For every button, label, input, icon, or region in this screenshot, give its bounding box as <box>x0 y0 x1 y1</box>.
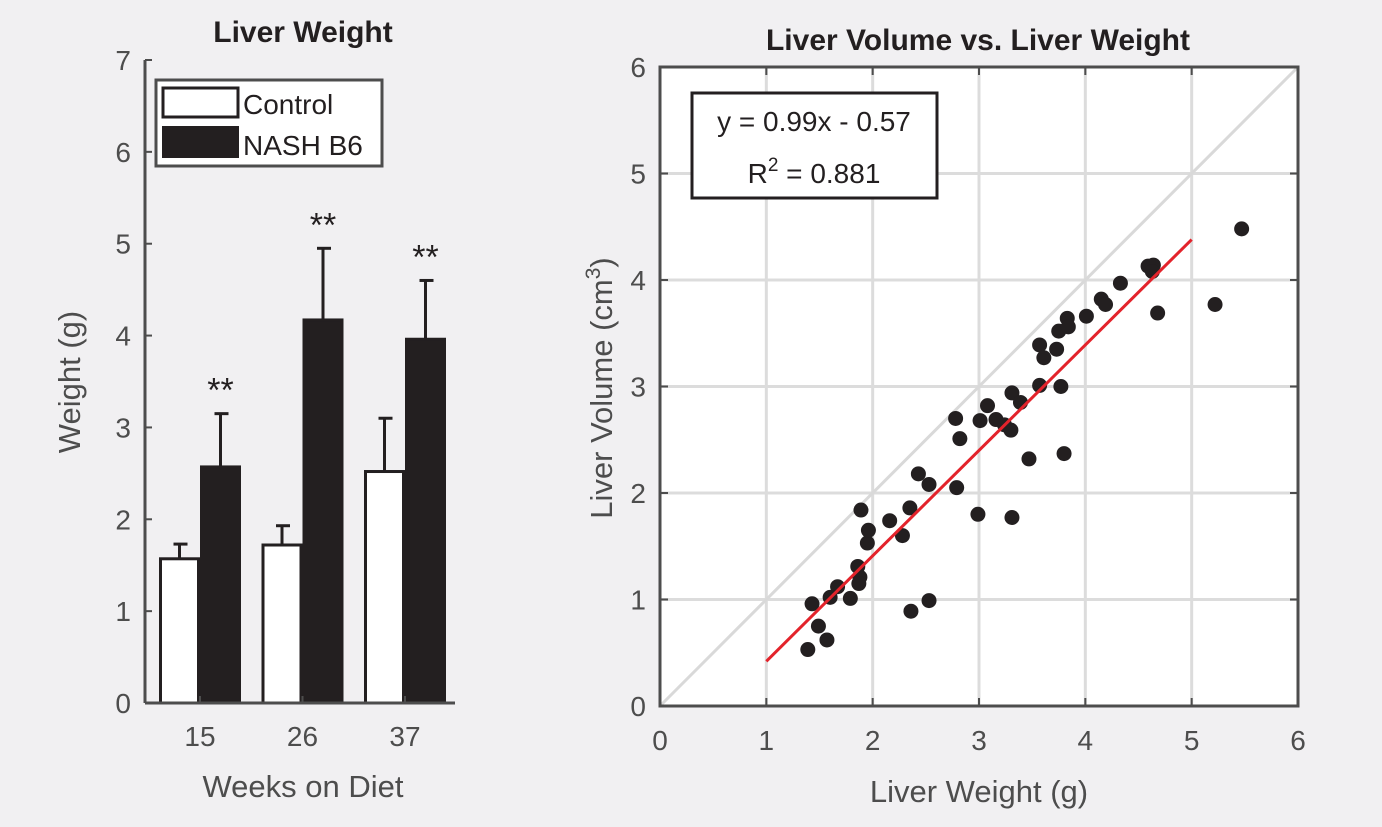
data-point <box>860 522 876 538</box>
data-point <box>830 579 846 595</box>
data-point <box>1053 379 1069 394</box>
r-squared: R2 = 0.881 <box>748 155 881 189</box>
y-tick-label: 4 <box>630 265 646 296</box>
data-point <box>1060 319 1076 335</box>
y-tick-label: 1 <box>630 585 646 616</box>
bar-legend: Control NASH B6 <box>154 78 384 168</box>
y-tick-label: 7 <box>115 45 131 76</box>
fit-equation: y = 0.99x - 0.57 <box>717 106 911 137</box>
bar-chart-title: Liver Weight <box>213 16 392 49</box>
bar-chart-xlabel: Weeks on Diet <box>202 769 403 804</box>
y-tick-label: 0 <box>630 691 646 722</box>
x-tick-label: 6 <box>1290 725 1306 756</box>
significance-marker: ** <box>310 206 336 244</box>
bar-chart-ylabel: Weight (g) <box>52 311 87 453</box>
bar-control <box>261 543 303 705</box>
data-point <box>1049 341 1065 357</box>
data-point <box>1004 385 1020 401</box>
data-point <box>1112 275 1128 291</box>
bar-nash-b6 <box>405 337 446 705</box>
x-tick-label: 2 <box>865 725 881 756</box>
legend-label-nash: NASH B6 <box>243 130 363 161</box>
y-tick-label: 1 <box>115 596 131 627</box>
data-point <box>1056 446 1072 462</box>
data-point <box>1207 296 1223 312</box>
data-point <box>859 535 875 551</box>
y-tick-label: 3 <box>630 372 646 403</box>
y-tick-label: 0 <box>115 688 131 719</box>
bar-nash-b6 <box>200 465 241 705</box>
data-point <box>949 480 965 496</box>
y-tick-label: 5 <box>630 159 646 190</box>
bar-control <box>159 557 200 705</box>
x-tick-label: 3 <box>971 725 987 756</box>
data-point <box>980 398 996 414</box>
x-tick-label: 37 <box>389 721 420 752</box>
y-tick-label: 5 <box>115 229 131 260</box>
data-point <box>910 466 926 482</box>
data-point <box>952 431 968 447</box>
x-tick-label: 5 <box>1184 725 1200 756</box>
scatter-xlabel: Liver Weight (g) <box>870 774 1088 809</box>
data-point <box>800 642 816 658</box>
data-point <box>1150 305 1166 321</box>
x-tick-label: 26 <box>287 721 318 752</box>
data-point <box>1032 377 1048 393</box>
data-point <box>1036 350 1052 366</box>
data-point <box>853 502 869 518</box>
legend-label-control: Control <box>243 89 333 120</box>
regression-line <box>765 238 1193 663</box>
data-point <box>851 576 867 592</box>
scatter-ylabel: Liver Volume (cm3) <box>582 257 619 518</box>
y-tick-label: 2 <box>630 478 646 509</box>
data-point <box>970 506 986 522</box>
y-tick-label: 4 <box>115 321 131 352</box>
significance-marker: ** <box>412 238 438 276</box>
x-tick-label: 4 <box>1078 725 1094 756</box>
scatter-title: Liver Volume vs. Liver Weight <box>766 24 1190 57</box>
data-point <box>903 603 919 619</box>
bar-chart-plot: ** 15 ** 26 ** 37 0 1 2 3 4 5 6 7 <box>115 45 455 752</box>
data-point <box>810 618 826 634</box>
legend-swatch-control <box>161 86 240 119</box>
x-tick-label: 1 <box>759 725 775 756</box>
y-tick-label: 2 <box>115 504 131 535</box>
y-tick-label: 3 <box>115 412 131 443</box>
bar-control <box>364 470 405 705</box>
legend-swatch-nash <box>162 126 239 158</box>
data-point <box>921 593 937 609</box>
identity-line <box>658 65 1300 708</box>
data-point <box>842 590 858 606</box>
data-point <box>1003 422 1019 438</box>
data-point <box>819 632 835 648</box>
y-tick-label: 6 <box>630 52 646 83</box>
data-point <box>1032 337 1048 353</box>
data-point <box>948 410 964 426</box>
data-point <box>1098 296 1114 312</box>
data-point <box>1021 451 1037 467</box>
data-point <box>921 476 937 492</box>
data-point <box>902 500 918 516</box>
x-tick-label: 15 <box>184 721 215 752</box>
x-tick-label: 0 <box>652 725 668 756</box>
significance-marker: ** <box>207 372 233 410</box>
equation-box: y = 0.99x - 0.57 R2 = 0.881 <box>690 91 939 200</box>
data-point <box>804 596 820 612</box>
data-point <box>1234 221 1250 237</box>
bar-nash-b6 <box>302 318 344 705</box>
data-point <box>1004 509 1020 525</box>
data-point <box>972 413 988 429</box>
data-point <box>1078 308 1094 324</box>
data-point <box>882 513 898 529</box>
y-tick-label: 6 <box>115 137 131 168</box>
